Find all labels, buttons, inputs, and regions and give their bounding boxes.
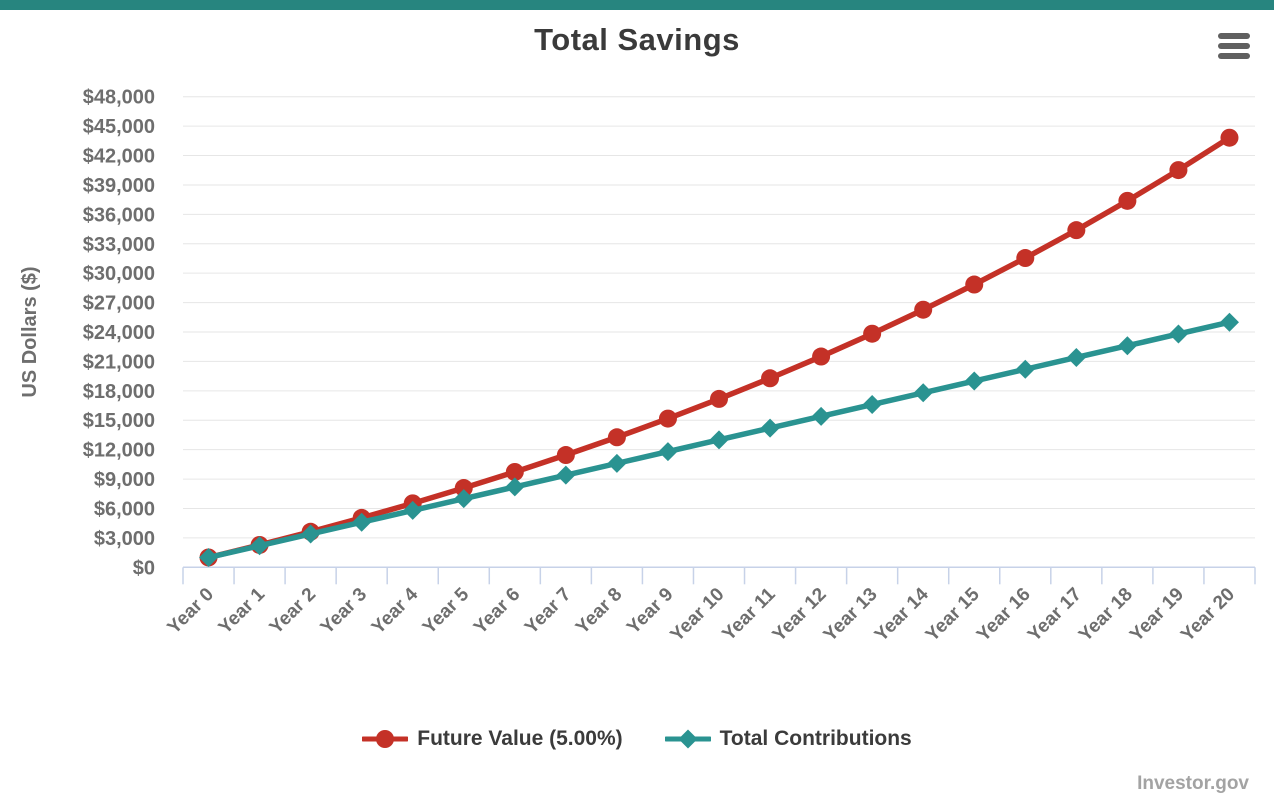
y-axis-label: $12,000: [83, 440, 155, 462]
data-point-marker[interactable]: [505, 462, 524, 481]
y-axis-label: $36,000: [83, 204, 155, 226]
data-point-marker[interactable]: [607, 453, 627, 473]
y-axis-title: US Dollars ($): [19, 266, 41, 397]
banner-bar: [0, 0, 1274, 10]
data-point-marker[interactable]: [658, 442, 678, 462]
data-point-marker[interactable]: [1067, 221, 1086, 240]
total-contributions-marker-icon: [664, 729, 711, 749]
y-axis-label: $15,000: [83, 410, 155, 432]
x-axis-label: Year 18: [1075, 584, 1137, 646]
data-point-marker[interactable]: [709, 430, 729, 450]
data-point-marker[interactable]: [760, 418, 780, 438]
y-axis-label: $3,000: [94, 528, 155, 550]
x-axis-label: Year 10: [667, 584, 729, 646]
y-axis-label: $48,000: [83, 87, 155, 109]
y-axis-label: $42,000: [83, 146, 155, 168]
x-axis-label: Year 17: [1024, 584, 1086, 646]
x-axis-label: Year 2: [266, 584, 320, 638]
x-axis-label: Year 0: [164, 584, 218, 638]
legend-marker-shape[interactable]: [678, 729, 698, 749]
hamburger-menu-icon[interactable]: [1218, 33, 1250, 59]
x-axis-label: Year 4: [368, 584, 423, 639]
data-point-marker[interactable]: [352, 512, 372, 532]
data-point-marker[interactable]: [812, 347, 831, 366]
data-point-marker[interactable]: [964, 371, 984, 391]
data-point-marker[interactable]: [1219, 312, 1239, 332]
legend-label: Future Value (5.00%): [417, 727, 623, 750]
x-axis-label: Year 19: [1126, 584, 1188, 646]
y-axis-label: $39,000: [83, 175, 155, 197]
data-point-marker[interactable]: [914, 300, 933, 319]
y-axis-label: $18,000: [83, 381, 155, 403]
data-point-marker[interactable]: [556, 465, 576, 485]
hamburger-bar: [1218, 33, 1250, 39]
chart-title: Total Savings: [534, 22, 740, 57]
x-axis-label: Year 16: [973, 584, 1035, 646]
data-point-marker[interactable]: [403, 500, 423, 520]
y-axis-label: $27,000: [83, 293, 155, 315]
data-point-marker[interactable]: [710, 389, 728, 408]
data-point-marker[interactable]: [658, 409, 677, 428]
data-point-marker[interactable]: [1118, 191, 1137, 210]
data-point-marker[interactable]: [913, 383, 933, 403]
data-point-marker[interactable]: [199, 547, 219, 567]
investor-gov-watermark: Investor.gov: [1137, 773, 1249, 794]
future-value-marker-icon: [362, 730, 409, 748]
y-axis-label: $45,000: [83, 116, 155, 138]
x-axis-label: Year 12: [769, 584, 831, 646]
series-circle: [199, 128, 1239, 567]
y-axis-label: $24,000: [83, 322, 155, 344]
data-point-marker[interactable]: [1015, 359, 1035, 379]
data-point-marker[interactable]: [556, 446, 575, 465]
data-point-marker[interactable]: [1066, 347, 1086, 367]
x-axis-label: Year 13: [820, 584, 882, 646]
data-point-marker[interactable]: [454, 489, 474, 509]
chart-legend: Future Value (5.00%) Total Contributions: [0, 727, 1274, 751]
data-point-marker[interactable]: [811, 406, 831, 426]
x-axis-label: Year 1: [215, 584, 270, 639]
legend-marker-shape[interactable]: [376, 730, 395, 748]
savings-line-chart: $0 $3,000 $6,000 $9,000 $12,000 $15,000 $18,00…: [19, 87, 1256, 646]
x-axis-label: Year 7: [521, 584, 575, 638]
data-point-marker[interactable]: [863, 324, 882, 343]
data-point-marker[interactable]: [505, 477, 525, 497]
y-axis-label: $0: [133, 557, 155, 579]
data-point-marker[interactable]: [1168, 324, 1188, 344]
hamburger-bar: [1218, 43, 1250, 49]
y-axis-label: $33,000: [83, 234, 155, 256]
data-point-marker[interactable]: [761, 369, 780, 388]
hamburger-bar: [1218, 53, 1250, 59]
y-axis-label: $9,000: [94, 469, 155, 491]
data-point-marker[interactable]: [1117, 336, 1137, 356]
data-point-marker[interactable]: [607, 428, 626, 447]
data-point-marker[interactable]: [862, 395, 882, 415]
x-axis-label: Year 20: [1177, 584, 1239, 646]
data-point-marker[interactable]: [454, 479, 473, 498]
legend-item-future-value[interactable]: Future Value (5.00%): [362, 727, 623, 751]
legend-item-total-contributions[interactable]: Total Contributions: [664, 727, 912, 751]
data-point-marker[interactable]: [250, 536, 270, 556]
data-point-marker[interactable]: [1169, 161, 1188, 180]
y-axis-label: $21,000: [83, 351, 155, 373]
x-axis-label: Year 6: [470, 584, 524, 638]
x-axis-label: Year 3: [317, 584, 371, 638]
data-point-marker[interactable]: [965, 275, 984, 294]
data-point-marker[interactable]: [301, 524, 321, 544]
data-point-marker[interactable]: [1220, 128, 1239, 147]
series-diamond: [199, 312, 1239, 567]
data-point-marker[interactable]: [1016, 249, 1035, 268]
y-axis-label: $30,000: [83, 263, 155, 285]
x-axis-label: Year 15: [922, 584, 984, 646]
x-axis-label: Year 8: [572, 584, 626, 638]
x-axis-label: Year 14: [871, 584, 933, 646]
x-axis-label: Year 5: [419, 584, 474, 639]
y-axis-label: $6,000: [94, 498, 155, 520]
legend-label: Total Contributions: [719, 727, 912, 750]
series-line: [205, 134, 1233, 561]
x-axis-label: Year 11: [718, 584, 779, 645]
